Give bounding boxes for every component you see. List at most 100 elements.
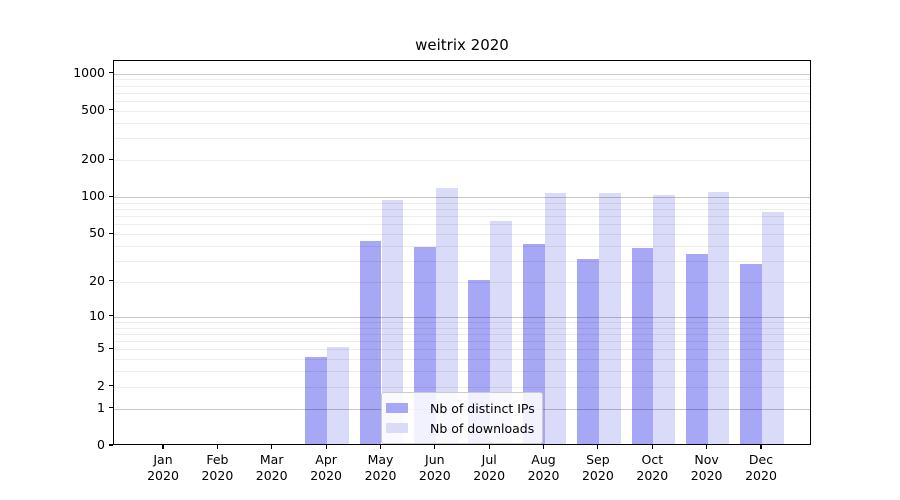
bar-jul-downloads — [490, 220, 512, 444]
gridline-minor — [114, 341, 810, 343]
bars-layer — [114, 61, 810, 444]
x-tick-label: Mar 2020 — [255, 452, 288, 483]
gridline-10 — [114, 316, 810, 318]
gridline-minor — [114, 79, 810, 81]
gridline-minor — [114, 138, 810, 140]
x-tick-label: Feb 2020 — [201, 452, 234, 483]
x-tick-label: Jan 2020 — [147, 452, 179, 483]
gridline-minor — [114, 122, 810, 124]
y-tick-label: 5 — [97, 340, 105, 356]
x-tick — [325, 445, 327, 449]
gridline-minor — [114, 349, 810, 351]
x-tick — [162, 445, 164, 449]
y-axis: 0 1 2 5 10 20 50 100 200 500 1000 — [0, 60, 113, 452]
x-tick-label: Jun 2020 — [418, 452, 451, 483]
x-tick — [379, 445, 382, 449]
gridline-minor — [114, 333, 810, 335]
gridline-minor — [114, 281, 810, 283]
gridline-minor — [114, 216, 810, 218]
x-tick — [542, 445, 545, 449]
x-tick-label: Apr 2020 — [310, 452, 342, 483]
y-tick-label: 500 — [81, 101, 105, 117]
bar-nov-distinct-ips — [685, 253, 708, 444]
y-tick-label: 0 — [97, 437, 105, 452]
bar-dec-downloads — [762, 212, 784, 444]
gridline-minor — [114, 101, 810, 103]
bar-dec-distinct-ips — [740, 264, 763, 444]
legend: Nb of distinct IPs Nb of downloads — [381, 392, 543, 444]
plot-area — [113, 60, 811, 445]
gridline-minor — [114, 371, 810, 373]
x-tick — [434, 445, 436, 449]
x-tick — [651, 445, 653, 449]
y-tick-label: 1000 — [73, 64, 105, 80]
gridline-minor — [114, 234, 810, 236]
y-tick — [109, 315, 113, 317]
gridline-minor — [114, 85, 810, 87]
chart-title: weitrix 2020 — [415, 36, 509, 54]
legend-label-distinct-ips: Nb of distinct IPs — [430, 400, 535, 416]
y-tick — [109, 444, 113, 446]
y-tick — [109, 232, 113, 234]
bar-may-downloads — [381, 200, 404, 444]
x-tick-label: Nov 2020 — [690, 452, 723, 483]
grid-layer — [114, 61, 810, 444]
x-tick-label: Oct 2020 — [636, 452, 669, 483]
y-tick-label: 20 — [89, 272, 105, 288]
bar-may-distinct-ips — [359, 241, 382, 444]
x-tick — [488, 445, 490, 449]
y-tick-label: 50 — [89, 225, 105, 241]
bar-nov-downloads — [707, 192, 730, 444]
gridline-minor — [114, 245, 810, 247]
bar-apr-downloads — [327, 347, 349, 444]
y-tick-label: 2 — [97, 377, 105, 393]
x-tick — [597, 445, 599, 449]
y-tick — [109, 109, 113, 111]
y-tick-label: 1 — [97, 399, 105, 415]
x-tick — [216, 445, 218, 449]
x-tick-label: Aug 2020 — [527, 452, 560, 483]
bar-jun-downloads — [435, 188, 458, 444]
y-tick — [109, 280, 113, 282]
bar-sep-distinct-ips — [577, 258, 599, 444]
legend-row: Nb of downloads — [386, 418, 535, 438]
y-tick — [109, 158, 113, 160]
gridline-minor — [114, 160, 810, 162]
x-tick-label: Dec 2020 — [745, 452, 777, 483]
x-tick — [271, 445, 273, 449]
y-tick-label: 200 — [81, 151, 105, 167]
bar-oct-distinct-ips — [631, 247, 654, 444]
y-tick — [109, 347, 113, 349]
gridline-minor — [114, 92, 810, 94]
gridline-minor — [114, 386, 810, 388]
bar-sep-downloads — [598, 193, 621, 444]
gridline-minor — [114, 260, 810, 262]
gridline-minor — [114, 110, 810, 112]
legend-row: Nb of distinct IPs — [386, 398, 535, 418]
x-tick — [706, 445, 708, 449]
bar-aug-downloads — [544, 192, 567, 444]
gridline-minor — [114, 224, 810, 226]
gridline-minor — [114, 202, 810, 204]
gridline-minor — [114, 321, 810, 323]
gridline-100 — [114, 197, 810, 199]
y-tick — [109, 72, 113, 74]
y-tick-label: 100 — [81, 188, 105, 204]
gridline-1000 — [114, 73, 810, 75]
x-tick — [760, 445, 762, 449]
legend-label-downloads: Nb of downloads — [430, 420, 535, 436]
y-tick — [109, 385, 113, 387]
x-tick-label: Jul 2020 — [473, 452, 506, 483]
bar-oct-downloads — [653, 195, 676, 444]
bar-apr-distinct-ips — [305, 357, 328, 444]
gridline-minor — [114, 327, 810, 329]
x-tick-label: May 2020 — [364, 452, 397, 483]
x-tick-label: Sep 2020 — [581, 452, 614, 483]
x-axis: Jan 2020 Feb 2020 Mar 2020 Apr 2020 May 2020… — [113, 445, 811, 495]
gridline-minor — [114, 209, 810, 211]
legend-swatch — [386, 403, 408, 413]
y-tick — [109, 407, 113, 409]
legend-swatch — [386, 423, 408, 433]
gridline-minor — [114, 359, 810, 361]
